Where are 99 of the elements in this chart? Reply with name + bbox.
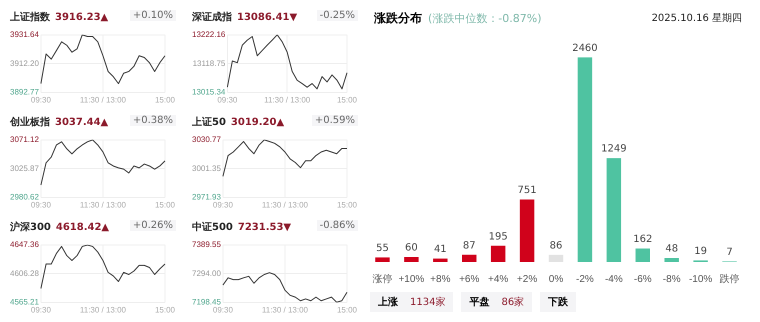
- bar: [578, 57, 592, 262]
- data-label: 55: [376, 243, 389, 254]
- bar: [490, 246, 506, 262]
- x-tick-label: -8%: [662, 274, 681, 285]
- text: 平盘: [469, 297, 490, 308]
- data-label: 751: [518, 185, 537, 196]
- chart-subtitle: (涨跌中位数：-0.87%): [428, 12, 542, 25]
- x-tick-label: 15:00: [154, 305, 176, 314]
- y-tick-label: 13222.16: [192, 30, 226, 40]
- y-tick-label: 3025.87: [10, 164, 40, 173]
- data-label: 195: [488, 231, 508, 242]
- y-tick-label: 2980.62: [10, 192, 40, 202]
- y-tick-label: 3931.64: [10, 30, 40, 40]
- y-tick-label: 4565.21: [10, 298, 40, 307]
- y-tick-label: 3001.35: [192, 164, 222, 173]
- bar: [664, 258, 679, 262]
- y-tick-label: 7294.00: [192, 268, 222, 278]
- x-tick-label: 0%: [548, 274, 564, 285]
- x-tick-label: -10%: [688, 274, 712, 285]
- data-label: 1249: [601, 144, 627, 155]
- x-tick-label: 15:00: [154, 200, 176, 210]
- bar: [548, 254, 564, 262]
- data-label: 60: [405, 242, 418, 254]
- x-tick-label: 11:30 / 13:00: [262, 305, 309, 314]
- x-tick-label: 09:30: [30, 95, 52, 104]
- data-label: 86: [550, 240, 562, 252]
- x-tick-label: 涨停: [372, 272, 392, 285]
- data-label: 19: [694, 246, 707, 258]
- chart-title: 中证500: [192, 222, 233, 233]
- x-tick-label: 09:30: [30, 305, 52, 314]
- text: 下跌: [548, 297, 568, 308]
- y-tick-label: 7198.45: [192, 298, 222, 307]
- data-label: 2460: [572, 42, 598, 54]
- text: 2025.10.16 星期四: [652, 12, 742, 25]
- bar: [433, 258, 448, 262]
- text: +0.26%: [130, 220, 176, 231]
- x-tick-label: 09:30: [30, 200, 52, 210]
- x-tick-label: 11:30 / 13:00: [80, 305, 127, 314]
- chart-subtitle: 7231.53▼: [238, 222, 292, 233]
- chart-title: 深证成指: [192, 12, 232, 23]
- bar: [375, 257, 390, 262]
- x-tick-label: 09:30: [217, 95, 238, 104]
- x-tick-label: 11:30 / 13:00: [80, 95, 127, 104]
- text: +0.59%: [312, 115, 358, 126]
- data-label: 87: [462, 240, 476, 252]
- x-tick-label: +2%: [516, 274, 538, 285]
- x-tick-label: 15:00: [336, 95, 358, 104]
- x-tick-label: +6%: [459, 274, 480, 285]
- y-tick-label: 4606.28: [10, 268, 40, 278]
- y-tick-label: 13015.34: [192, 88, 226, 97]
- x-tick-label: +4%: [488, 274, 508, 285]
- chart-subtitle: 13086.41▼: [237, 12, 298, 23]
- text: -0.25%: [316, 10, 358, 21]
- x-tick-label: 15:00: [336, 200, 358, 210]
- chart-subtitle: 3037.44▲: [55, 117, 108, 128]
- chart-title: 上证50: [192, 117, 226, 128]
- data-label: 48: [665, 244, 678, 255]
- x-tick-label: 11:30 / 13:00: [262, 200, 309, 210]
- x-tick-label: +10%: [398, 274, 424, 285]
- x-tick-label: 11:30 / 13:00: [80, 200, 127, 210]
- x-tick-label: -6%: [634, 274, 652, 285]
- x-tick-label: -2%: [576, 274, 594, 285]
- y-tick-label: 3030.77: [192, 135, 222, 144]
- x-tick-label: 09:30: [212, 305, 234, 314]
- y-tick-label: 3912.20: [10, 58, 40, 68]
- chart-subtitle: 3019.20▲: [230, 117, 284, 128]
- bar: [636, 248, 650, 262]
- y-tick-label: 7389.55: [192, 240, 222, 250]
- y-tick-label: 4647.36: [10, 240, 40, 250]
- x-tick-label: 09:30: [212, 200, 234, 210]
- data-label: 7: [726, 247, 733, 258]
- text: -0.86%: [316, 220, 358, 231]
- x-tick-label: 11:30 / 13:00: [264, 95, 311, 104]
- chart-subtitle: 4618.42▲: [56, 222, 110, 233]
- y-tick-label: 3071.12: [10, 135, 40, 144]
- y-tick-label: 13118.75: [192, 58, 226, 68]
- y-tick-label: 3892.77: [10, 88, 40, 97]
- chart-subtitle: 3916.23▲: [55, 12, 108, 23]
- text: +0.10%: [130, 10, 176, 21]
- x-tick-label: 跌停: [720, 272, 740, 285]
- text: 上涨: [378, 297, 398, 308]
- chart-title: 涨跌分布: [374, 11, 422, 25]
- data-label: 41: [434, 244, 447, 256]
- x-tick-label: 15:00: [336, 305, 358, 314]
- text: +0.38%: [130, 115, 176, 126]
- text: 1134家: [410, 297, 446, 308]
- bar: [520, 200, 534, 262]
- bar: [606, 158, 622, 262]
- bar: [462, 254, 476, 262]
- chart-title: 创业板指: [10, 117, 50, 128]
- x-tick-label: 15:00: [154, 95, 176, 104]
- x-tick-label: +8%: [430, 274, 451, 285]
- data-label: 162: [633, 234, 652, 246]
- bar: [404, 257, 419, 262]
- y-tick-label: 2971.93: [192, 192, 222, 202]
- text: 86家: [501, 297, 524, 308]
- chart-title: 上证指数: [10, 12, 50, 23]
- x-tick-label: -4%: [604, 274, 623, 285]
- chart-title: 沪深300: [10, 222, 51, 233]
